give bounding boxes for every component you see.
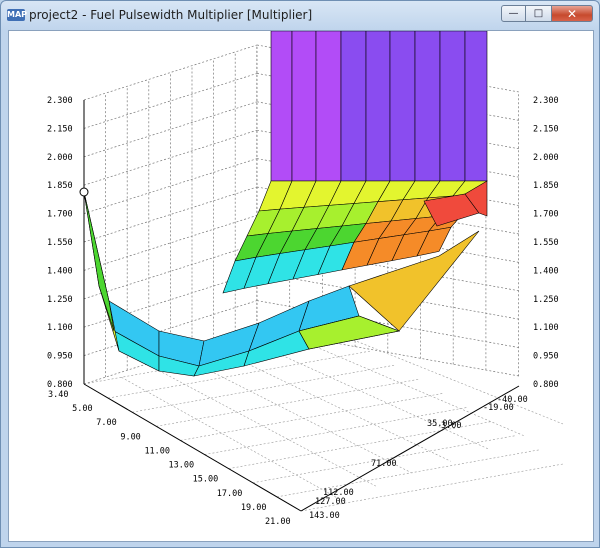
y-tick-label: -19.00 — [483, 403, 514, 413]
surface-cell — [270, 30, 293, 182]
z-tick-label-left: 1.100 — [47, 323, 73, 333]
z-tick-label-right: 2.000 — [533, 153, 559, 163]
x-axis-line — [83, 383, 302, 512]
floor-grid-line — [156, 379, 419, 427]
floor-grid-line — [308, 343, 526, 437]
z-tick-label-left: 1.550 — [47, 238, 73, 248]
z-tick-label-right: 1.550 — [533, 238, 559, 248]
title-bar[interactable]: MAP project2 - Fuel Pulsewidth Multiplie… — [1, 1, 599, 29]
x-tick-label: 15.00 — [193, 475, 219, 485]
surface-cell — [348, 230, 480, 332]
z-tick-label-right: 1.850 — [533, 181, 559, 191]
window-controls: — □ ✕ — [501, 5, 593, 23]
surface-cell — [365, 30, 391, 182]
surface-mesh — [83, 30, 488, 377]
surface-cell — [414, 30, 441, 182]
z-tick-label-right: 2.300 — [533, 96, 559, 106]
close-icon: ✕ — [566, 6, 578, 21]
surface-cell — [464, 30, 488, 182]
surface-cell — [315, 30, 342, 182]
floor-grid-line — [276, 449, 539, 498]
x-tick-label: 7.00 — [96, 418, 116, 428]
surface-cell — [416, 226, 452, 257]
z-tick-label-left: 1.400 — [47, 266, 73, 276]
app-icon: MAP — [7, 9, 28, 21]
surface-cell — [83, 191, 115, 332]
y-axis-line — [300, 385, 520, 512]
minimize-icon: — — [508, 8, 519, 19]
surface-cell — [464, 180, 488, 217]
z-tick-label-right: 1.100 — [533, 323, 559, 333]
floor-grid-line — [228, 421, 491, 469]
z-tick-label-right: 1.700 — [533, 210, 559, 220]
surface-cell — [298, 315, 401, 350]
floor-grid-line — [204, 407, 467, 455]
z-tick-label-left: 1.250 — [47, 295, 73, 305]
floor-grid-line — [196, 363, 414, 474]
y-tick-label: 112.00 — [323, 488, 354, 498]
z-tick-label-left: 0.950 — [47, 352, 73, 362]
x-tick-label: 17.00 — [217, 489, 243, 499]
z-tick-label-left: 2.000 — [47, 153, 73, 163]
x-tick-label: 3.40 — [48, 390, 68, 400]
z-tick-label-left: 1.700 — [47, 210, 73, 220]
y-tick-label: 35.00 — [427, 419, 453, 429]
z-tick-label-right: 2.150 — [533, 124, 559, 134]
z-tick-label-right: 1.400 — [533, 266, 559, 276]
selected-point-marker[interactable] — [79, 187, 89, 197]
z-tick-label-right: 0.800 — [533, 380, 559, 390]
chart-area[interactable]: 0.800 0.800 0.950 0.950 1.100 1.100 1.250 1.250… — [8, 30, 594, 542]
grid-line — [83, 101, 258, 158]
y-tick-label: 143.00 — [309, 511, 340, 521]
minimize-button[interactable]: — — [501, 5, 526, 22]
z-tick-label-left: 2.150 — [47, 124, 73, 134]
floor-grid-line — [158, 370, 376, 487]
surface-cell — [439, 30, 466, 182]
z-tick-label-left: 1.850 — [47, 181, 73, 191]
z-tick-label-right: 0.950 — [533, 352, 559, 362]
x-tick-label: 13.00 — [169, 461, 195, 471]
floor-grid-line — [121, 377, 339, 499]
maximize-icon: □ — [533, 8, 544, 19]
floor-grid-line — [180, 393, 443, 441]
axis-labels: 0.800 0.800 0.950 0.950 1.100 1.100 1.250 1.250… — [47, 96, 559, 527]
surface-chart[interactable]: 0.800 0.800 0.950 0.950 1.100 1.100 1.250 1.250… — [9, 30, 593, 541]
floor-grid-line — [300, 463, 564, 512]
y-tick-label: -40.00 — [497, 395, 528, 405]
y-tick-label: 71.00 — [371, 459, 397, 469]
z-tick-label-right: 1.250 — [533, 295, 559, 305]
floor-grid-line — [132, 364, 395, 413]
x-tick-label: 5.00 — [72, 404, 92, 414]
surface-cell — [340, 30, 367, 182]
surface-cell — [389, 30, 416, 182]
y-tick-label: 3.00 — [441, 421, 461, 431]
floor-grid-line — [345, 336, 564, 425]
x-tick-label: 9.00 — [120, 432, 140, 442]
surface-cell — [291, 30, 317, 182]
floor-grid-line — [233, 356, 451, 462]
x-tick-label: 21.00 — [265, 517, 291, 527]
y-tick-label: 127.00 — [315, 497, 346, 507]
z-tick-label-left: 2.300 — [47, 96, 73, 106]
close-button[interactable]: ✕ — [551, 5, 593, 22]
window-title: project2 - Fuel Pulsewidth Multiplier [M… — [29, 8, 313, 22]
maximize-button[interactable]: □ — [526, 5, 551, 22]
x-tick-label: 11.00 — [144, 446, 170, 456]
floor-grid-line — [108, 350, 371, 399]
x-tick-label: 19.00 — [241, 503, 267, 513]
z-tick-label-left: 0.800 — [47, 380, 73, 390]
